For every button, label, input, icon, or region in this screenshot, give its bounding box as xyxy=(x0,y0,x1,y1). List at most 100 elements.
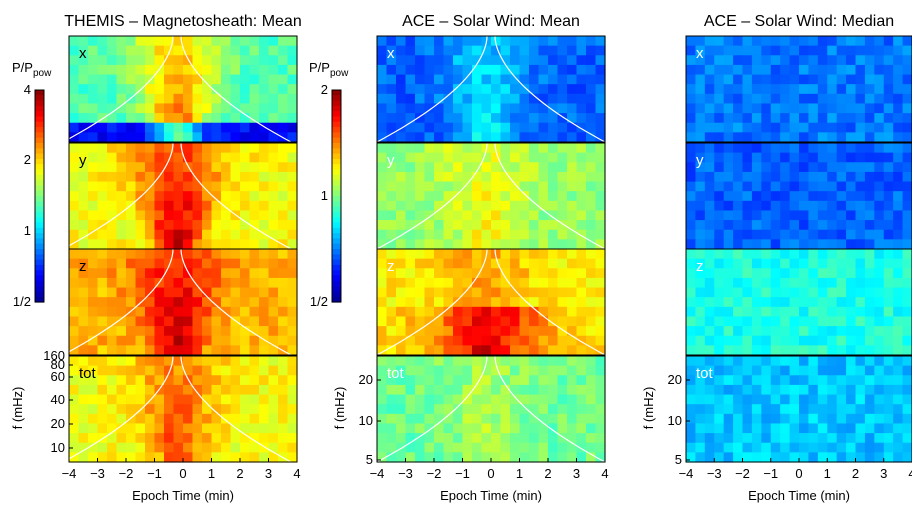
heatmap-cell xyxy=(230,297,241,308)
heatmap-cell xyxy=(405,181,416,192)
heatmap-cell xyxy=(97,335,108,346)
heatmap-cell xyxy=(173,404,184,415)
heatmap-cell xyxy=(405,143,416,154)
heatmap-cell xyxy=(183,181,194,192)
heatmap-cell xyxy=(491,413,502,425)
heatmap-cell xyxy=(259,452,270,463)
heatmap-cell xyxy=(240,413,251,425)
heatmap-cell xyxy=(97,210,108,221)
heatmap-cell xyxy=(268,200,279,212)
heatmap-cell xyxy=(472,394,483,405)
heatmap-cell xyxy=(126,113,137,124)
heatmap-cell xyxy=(714,132,725,143)
heatmap-cell xyxy=(377,326,388,337)
heatmap-cell xyxy=(116,375,127,386)
heatmap-cell xyxy=(287,132,298,143)
heatmap-cell xyxy=(770,45,781,56)
heatmap-cell xyxy=(704,152,715,163)
heatmap-cell xyxy=(424,452,435,463)
heatmap-cell xyxy=(240,64,251,76)
heatmap-cell xyxy=(491,84,502,95)
heatmap-cell xyxy=(780,74,791,85)
heatmap-cell xyxy=(268,365,279,376)
heatmap-cell xyxy=(268,423,279,434)
heatmap-cell xyxy=(472,64,483,76)
heatmap-cell xyxy=(817,452,828,463)
heatmap-cell xyxy=(443,191,454,202)
heatmap-cell xyxy=(135,442,146,453)
colorbar-segment xyxy=(35,217,44,224)
heatmap-cell xyxy=(211,277,222,289)
heatmap-cell xyxy=(519,55,530,66)
heatmap-cell xyxy=(742,93,753,105)
heatmap-cell xyxy=(183,162,194,173)
heatmap-cell xyxy=(377,93,388,105)
heatmap-cell xyxy=(386,239,397,250)
y-axis-label: f (mHz) xyxy=(641,387,656,430)
heatmap-cell xyxy=(116,452,127,463)
heatmap-cell xyxy=(453,181,464,192)
heatmap-cell xyxy=(202,36,213,47)
heatmap-cell xyxy=(230,452,241,463)
heatmap-cell xyxy=(723,171,734,183)
heatmap-cell xyxy=(259,45,270,56)
heatmap-cell xyxy=(69,433,80,444)
heatmap-cell xyxy=(827,113,838,124)
heatmap-cell xyxy=(453,152,464,163)
heatmap-cell xyxy=(78,268,89,279)
heatmap-cell xyxy=(259,375,270,386)
heatmap-cell xyxy=(278,64,289,76)
heatmap-cell xyxy=(510,375,521,386)
colorbar-segment xyxy=(332,180,341,186)
heatmap-cell xyxy=(770,55,781,66)
heatmap-cell xyxy=(88,181,99,192)
heatmap-cell xyxy=(529,452,540,463)
heatmap-cell xyxy=(770,249,781,260)
heatmap-cell xyxy=(567,394,578,405)
heatmap-cell xyxy=(192,162,203,173)
heatmap-cell xyxy=(145,442,156,453)
heatmap-cell xyxy=(453,375,464,386)
heatmap-cell xyxy=(733,64,744,76)
heatmap-cell xyxy=(278,356,289,367)
heatmap-cell xyxy=(287,171,298,183)
heatmap-cell xyxy=(405,113,416,124)
heatmap-cell xyxy=(770,365,781,376)
heatmap-cell xyxy=(249,345,260,356)
heatmap-cell xyxy=(97,249,108,260)
heatmap-cell xyxy=(240,84,251,95)
heatmap-cell xyxy=(481,113,492,124)
heatmap-cell xyxy=(529,365,540,376)
heatmap-cell xyxy=(462,220,473,231)
heatmap-cell xyxy=(396,297,407,308)
heatmap-cell xyxy=(386,316,397,327)
heatmap-cell xyxy=(500,84,511,95)
heatmap-cell xyxy=(817,93,828,105)
heatmap-cell xyxy=(836,74,847,85)
heatmap-cell xyxy=(808,229,819,240)
heatmap-cell xyxy=(443,122,454,133)
heatmap-cell xyxy=(567,55,578,66)
heatmap-cell xyxy=(742,132,753,143)
heatmap-cell xyxy=(377,36,388,47)
heatmap-cell xyxy=(405,103,416,114)
heatmap-cell xyxy=(443,64,454,76)
heatmap-cell xyxy=(742,277,753,289)
heatmap-cell xyxy=(567,335,578,346)
heatmap-cell xyxy=(510,326,521,337)
colorbar-segment xyxy=(332,100,341,107)
heatmap-cell xyxy=(742,84,753,95)
heatmap-cell xyxy=(287,356,298,367)
heatmap-cell xyxy=(249,394,260,405)
heatmap-cell xyxy=(386,74,397,85)
colorbar-segment xyxy=(332,143,341,149)
heatmap-cell xyxy=(538,162,549,173)
heatmap-cell xyxy=(864,171,875,183)
heatmap-cell xyxy=(287,200,298,212)
heatmap-cell xyxy=(481,181,492,192)
heatmap-cell xyxy=(817,375,828,386)
heatmap-cell xyxy=(686,335,697,346)
heatmap-cell xyxy=(714,277,725,289)
heatmap-cell xyxy=(883,442,894,453)
heatmap-cell xyxy=(846,181,857,192)
